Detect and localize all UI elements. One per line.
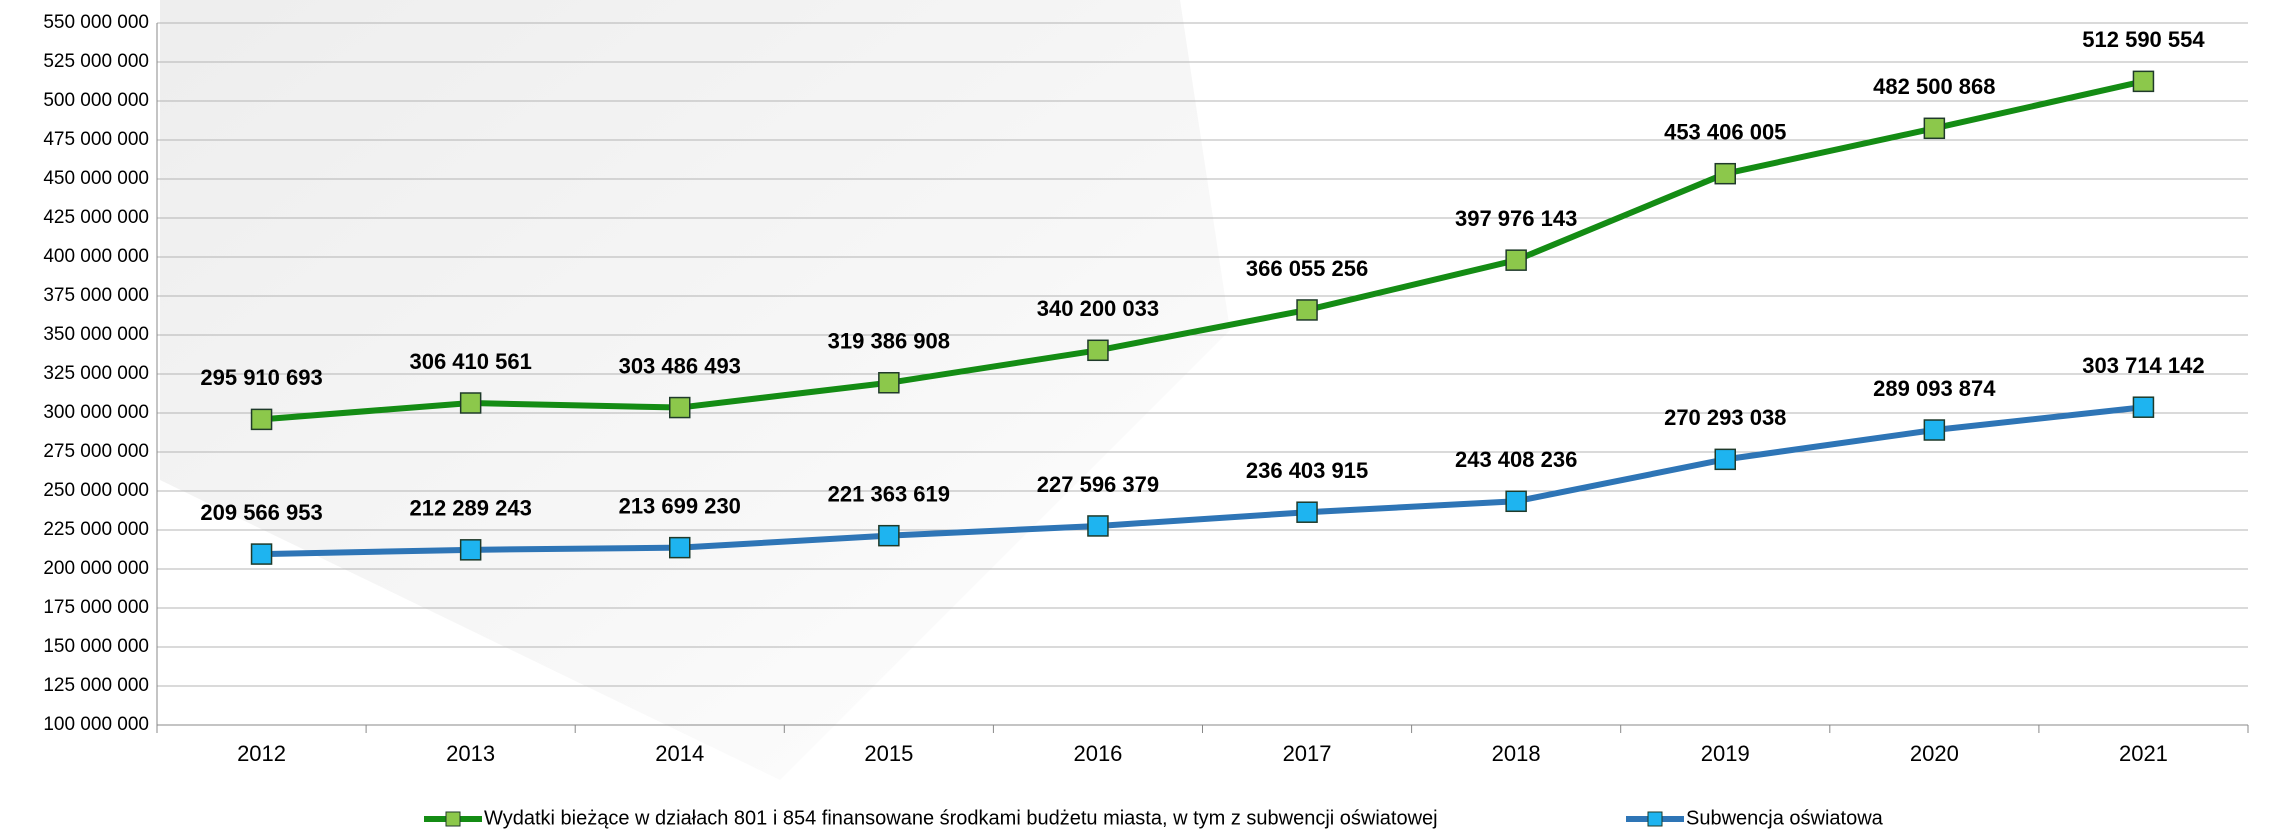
point-marker: [461, 540, 481, 560]
data-label: 221 363 619: [828, 481, 950, 506]
y-tick-label: 375 000 000: [43, 285, 149, 306]
data-label: 295 910 693: [200, 365, 322, 390]
y-tick-label: 200 000 000: [43, 558, 149, 579]
y-tick-label: 225 000 000: [43, 519, 149, 540]
y-tick-label: 475 000 000: [43, 129, 149, 150]
y-tick-label: 300 000 000: [43, 402, 149, 423]
x-tick-label: 2016: [1073, 741, 1122, 766]
data-label: 236 403 915: [1246, 458, 1368, 483]
y-tick-label: 500 000 000: [43, 90, 149, 111]
point-marker: [1924, 420, 1944, 440]
legend-label: Wydatki bieżące w działach 801 i 854 fin…: [484, 807, 1438, 829]
point-marker: [1088, 340, 1108, 360]
x-tick-label: 2014: [655, 741, 704, 766]
x-tick-label: 2012: [237, 741, 286, 766]
x-tick-label: 2018: [1492, 741, 1541, 766]
data-label: 213 699 230: [619, 493, 741, 518]
point-marker: [1506, 491, 1526, 511]
x-tick-label: 2017: [1283, 741, 1332, 766]
legend-marker: [446, 812, 460, 826]
data-label: 212 289 243: [409, 496, 531, 521]
y-tick-label: 450 000 000: [43, 168, 149, 189]
data-label: 289 093 874: [1873, 376, 1996, 401]
y-tick-label: 275 000 000: [43, 441, 149, 462]
data-label: 366 055 256: [1246, 256, 1368, 281]
y-tick-label: 525 000 000: [43, 51, 149, 72]
y-tick-label: 100 000 000: [43, 714, 149, 735]
y-tick-label: 175 000 000: [43, 597, 149, 618]
point-marker: [1506, 250, 1526, 270]
data-label: 270 293 038: [1664, 405, 1786, 430]
data-label: 340 200 033: [1037, 296, 1159, 321]
data-label: 303 486 493: [619, 353, 741, 378]
x-tick-label: 2019: [1701, 741, 1750, 766]
x-tick-label: 2021: [2119, 741, 2168, 766]
point-marker: [461, 393, 481, 413]
y-tick-label: 350 000 000: [43, 324, 149, 345]
y-tick-label: 400 000 000: [43, 246, 149, 267]
data-label: 303 714 142: [2082, 353, 2204, 378]
chart: 100 000 000 125 000 000 150 000 000 175 000…: [0, 0, 2277, 834]
data-label: 512 590 554: [2082, 27, 2205, 52]
legend-marker: [1648, 812, 1662, 826]
data-label: 482 500 868: [1873, 74, 1995, 99]
y-tick-label: 150 000 000: [43, 636, 149, 657]
point-marker: [670, 538, 690, 558]
point-marker: [670, 398, 690, 418]
data-label: 227 596 379: [1037, 472, 1159, 497]
point-marker: [879, 373, 899, 393]
data-label: 319 386 908: [828, 329, 950, 354]
y-tick-label: 325 000 000: [43, 363, 149, 384]
data-label: 209 566 953: [200, 500, 322, 525]
point-marker: [1297, 300, 1317, 320]
y-tick-label: 550 000 000: [43, 12, 149, 33]
point-marker: [2133, 71, 2153, 91]
y-tick-label: 250 000 000: [43, 480, 149, 501]
point-marker: [1924, 118, 1944, 138]
point-marker: [1088, 516, 1108, 536]
data-label: 453 406 005: [1664, 119, 1786, 144]
data-label: 306 410 561: [409, 349, 531, 374]
legend-label: Subwencja oświatowa: [1686, 807, 1884, 829]
y-tick-label: 125 000 000: [43, 675, 149, 696]
point-marker: [879, 526, 899, 546]
data-label: 243 408 236: [1455, 447, 1577, 472]
data-label: 397 976 143: [1455, 206, 1577, 231]
x-tick-label: 2013: [446, 741, 495, 766]
point-marker: [2133, 397, 2153, 417]
y-tick-label: 425 000 000: [43, 207, 149, 228]
point-marker: [1715, 164, 1735, 184]
point-marker: [252, 544, 272, 564]
point-marker: [1715, 449, 1735, 469]
point-marker: [1297, 502, 1317, 522]
x-tick-label: 2015: [864, 741, 913, 766]
x-tick-label: 2020: [1910, 741, 1959, 766]
point-marker: [252, 409, 272, 429]
